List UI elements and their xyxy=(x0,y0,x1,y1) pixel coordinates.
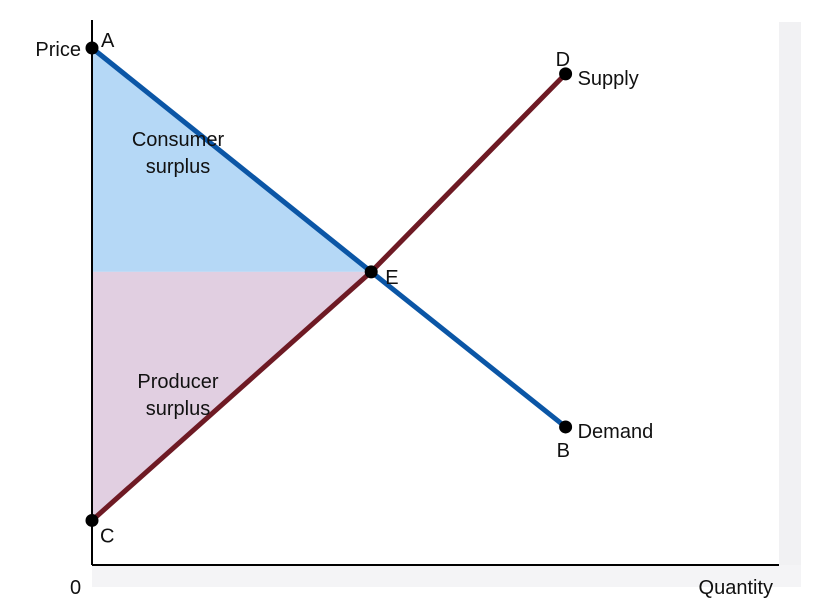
point-c xyxy=(85,513,99,527)
point-label-c: C xyxy=(100,525,114,547)
regions-layer xyxy=(92,48,372,521)
demand-series-label: Demand xyxy=(578,421,654,443)
producer-surplus-label-line: surplus xyxy=(146,398,210,420)
point-label-a: A xyxy=(101,30,115,52)
points-layer xyxy=(85,41,573,527)
point-label-d: D xyxy=(556,49,570,71)
consumer-surplus-label-line: surplus xyxy=(146,156,210,178)
labels-layer: Consumer surplus Producer surplus Demand Supp… xyxy=(100,30,653,547)
producer-surplus-label-line: Producer xyxy=(137,371,218,393)
supply-series-label: Supply xyxy=(578,68,639,90)
point-a xyxy=(85,41,99,55)
point-label-b: B xyxy=(557,440,570,462)
point-b xyxy=(559,420,573,434)
point-d xyxy=(559,67,573,81)
point-e xyxy=(364,265,378,279)
point-label-e: E xyxy=(385,267,398,289)
plot-shadow-right xyxy=(779,22,801,587)
consumer-surplus-label-line: Consumer xyxy=(132,129,225,151)
y-axis-label: Price xyxy=(35,39,81,61)
origin-label: 0 xyxy=(70,577,81,599)
plot-shadow-bottom xyxy=(92,565,801,587)
x-axis-label: Quantity xyxy=(699,577,773,599)
